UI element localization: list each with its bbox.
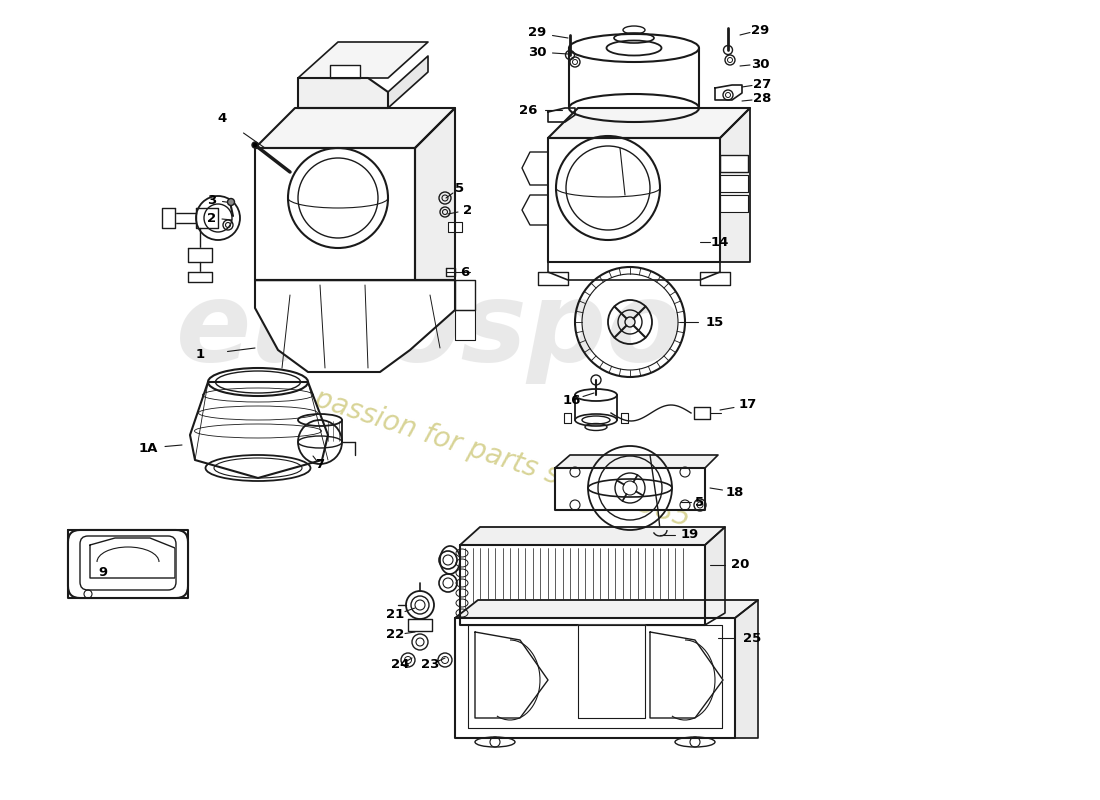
Text: 30: 30 [528, 46, 547, 58]
Text: 27: 27 [752, 78, 771, 90]
Text: 18: 18 [726, 486, 745, 498]
Polygon shape [298, 42, 428, 78]
Polygon shape [700, 272, 730, 285]
Polygon shape [556, 468, 705, 510]
Text: 4: 4 [218, 111, 227, 125]
FancyBboxPatch shape [68, 530, 188, 598]
Text: 1A: 1A [139, 442, 157, 454]
Text: 14: 14 [711, 235, 729, 249]
Polygon shape [548, 138, 720, 262]
Text: 22: 22 [386, 629, 404, 642]
Text: 21: 21 [386, 609, 404, 622]
Polygon shape [694, 407, 710, 419]
Polygon shape [298, 78, 388, 108]
Circle shape [252, 142, 258, 148]
Polygon shape [188, 248, 212, 262]
Text: 2: 2 [463, 203, 473, 217]
Text: 17: 17 [739, 398, 757, 411]
Polygon shape [460, 527, 725, 545]
Polygon shape [556, 455, 718, 468]
FancyBboxPatch shape [80, 536, 176, 590]
Polygon shape [196, 208, 218, 228]
Text: 16: 16 [563, 394, 581, 406]
Polygon shape [475, 632, 548, 718]
Polygon shape [522, 195, 548, 225]
Polygon shape [705, 527, 725, 625]
Text: 24: 24 [390, 658, 409, 671]
Text: 5: 5 [455, 182, 464, 194]
Polygon shape [408, 619, 432, 631]
Polygon shape [460, 545, 705, 625]
Polygon shape [735, 600, 758, 738]
Text: 5: 5 [695, 495, 705, 509]
Text: eurospo: eurospo [176, 277, 684, 383]
Polygon shape [388, 56, 428, 108]
Text: 3: 3 [208, 194, 217, 206]
Text: 2: 2 [208, 211, 217, 225]
Polygon shape [330, 65, 360, 78]
Polygon shape [720, 195, 748, 212]
Text: 29: 29 [528, 26, 546, 39]
Text: 19: 19 [681, 529, 700, 542]
Text: 29: 29 [751, 23, 769, 37]
Polygon shape [255, 280, 455, 372]
Polygon shape [68, 530, 188, 598]
Text: 15: 15 [706, 315, 724, 329]
Polygon shape [255, 148, 415, 280]
Polygon shape [448, 222, 462, 232]
Polygon shape [455, 310, 475, 340]
Polygon shape [720, 155, 748, 172]
Polygon shape [190, 382, 328, 478]
Polygon shape [522, 152, 548, 185]
Polygon shape [720, 108, 750, 262]
Polygon shape [162, 208, 175, 228]
Polygon shape [538, 272, 568, 285]
Text: 7: 7 [316, 458, 324, 471]
Polygon shape [650, 632, 723, 718]
Polygon shape [455, 280, 475, 310]
Polygon shape [255, 108, 455, 148]
Polygon shape [548, 108, 575, 122]
Polygon shape [188, 272, 212, 282]
Text: 25: 25 [742, 631, 761, 645]
Polygon shape [548, 108, 750, 138]
Text: 20: 20 [730, 558, 749, 571]
Circle shape [228, 198, 234, 206]
Polygon shape [90, 538, 175, 578]
Text: 28: 28 [752, 93, 771, 106]
Text: 6: 6 [461, 266, 470, 278]
Polygon shape [578, 625, 645, 718]
Text: 26: 26 [519, 103, 537, 117]
Polygon shape [446, 268, 455, 276]
Text: 9: 9 [98, 566, 108, 578]
Polygon shape [455, 600, 758, 618]
Text: 1: 1 [196, 349, 205, 362]
Polygon shape [564, 413, 571, 423]
Polygon shape [720, 175, 748, 192]
Polygon shape [715, 85, 742, 100]
Polygon shape [415, 108, 455, 280]
Polygon shape [548, 262, 720, 280]
Text: a passion for parts since 1985: a passion for parts since 1985 [286, 377, 694, 533]
Polygon shape [621, 413, 628, 423]
Text: 30: 30 [750, 58, 769, 70]
Polygon shape [455, 618, 735, 738]
Text: 23: 23 [421, 658, 439, 671]
